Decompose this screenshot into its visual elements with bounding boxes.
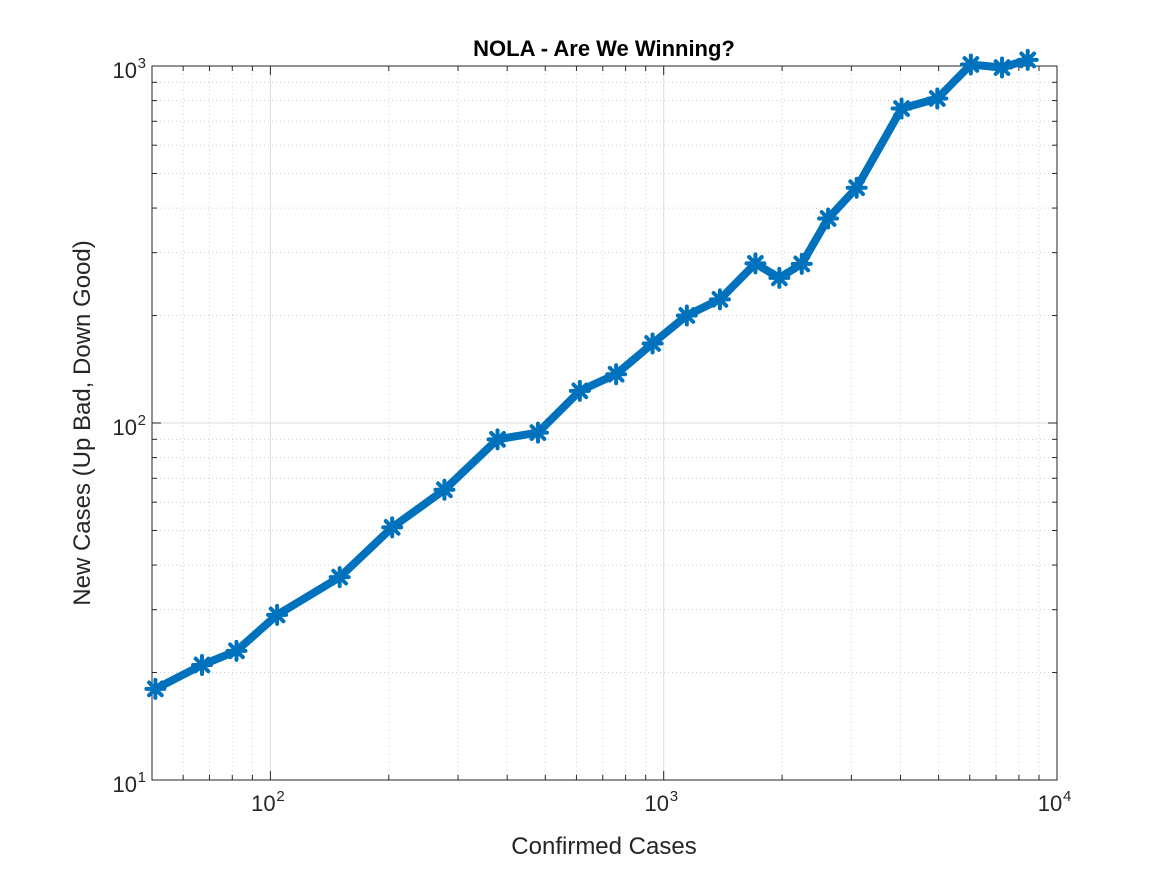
data-point-marker	[708, 288, 731, 311]
data-point-marker	[266, 603, 289, 626]
data-point-marker	[890, 97, 913, 120]
data-point-marker	[328, 566, 351, 589]
x-tick-label: 10	[644, 791, 668, 816]
data-point-marker	[225, 639, 248, 662]
data-point-marker	[991, 56, 1014, 79]
data-point-marker	[675, 304, 698, 327]
data-point-marker	[526, 421, 549, 444]
data-point-marker	[1016, 48, 1039, 71]
data-point-marker	[790, 252, 813, 275]
x-tick-label-exponent: 3	[670, 788, 678, 805]
y-tick-label: 10	[113, 58, 137, 83]
series	[144, 48, 1039, 700]
data-point-marker	[144, 677, 167, 700]
x-tick-label-exponent: 4	[1063, 788, 1071, 805]
data-point-marker	[768, 266, 791, 289]
data-point-marker	[486, 428, 509, 451]
data-point-marker	[959, 53, 982, 76]
x-tick-label: 10	[251, 791, 275, 816]
chart-title: NOLA - Are We Winning?	[473, 36, 735, 61]
series-line	[151, 55, 1032, 693]
grid	[151, 65, 1058, 781]
y-tick-label-exponent: 2	[138, 412, 146, 429]
y-tick-label-exponent: 3	[138, 55, 146, 72]
data-point-marker	[817, 207, 840, 230]
x-tick-label: 10	[1038, 791, 1062, 816]
y-axis-label: New Cases (Up Bad, Down Good)	[69, 240, 96, 605]
y-tick-label: 10	[113, 772, 137, 797]
x-tick-label-exponent: 2	[276, 788, 284, 805]
data-point-marker	[433, 478, 456, 501]
tick-marks	[151, 65, 1058, 781]
data-point-marker	[744, 252, 767, 275]
data-point-marker	[926, 87, 949, 110]
x-axis-label: Confirmed Cases	[511, 833, 696, 860]
data-point-marker	[845, 176, 868, 199]
data-point-marker	[190, 653, 213, 676]
y-tick-label: 10	[113, 415, 137, 440]
y-tick-label-exponent: 1	[138, 769, 146, 786]
data-point-marker	[641, 332, 664, 355]
data-point-marker	[381, 516, 404, 539]
data-point-marker	[568, 379, 591, 402]
data-point-marker	[605, 363, 628, 386]
